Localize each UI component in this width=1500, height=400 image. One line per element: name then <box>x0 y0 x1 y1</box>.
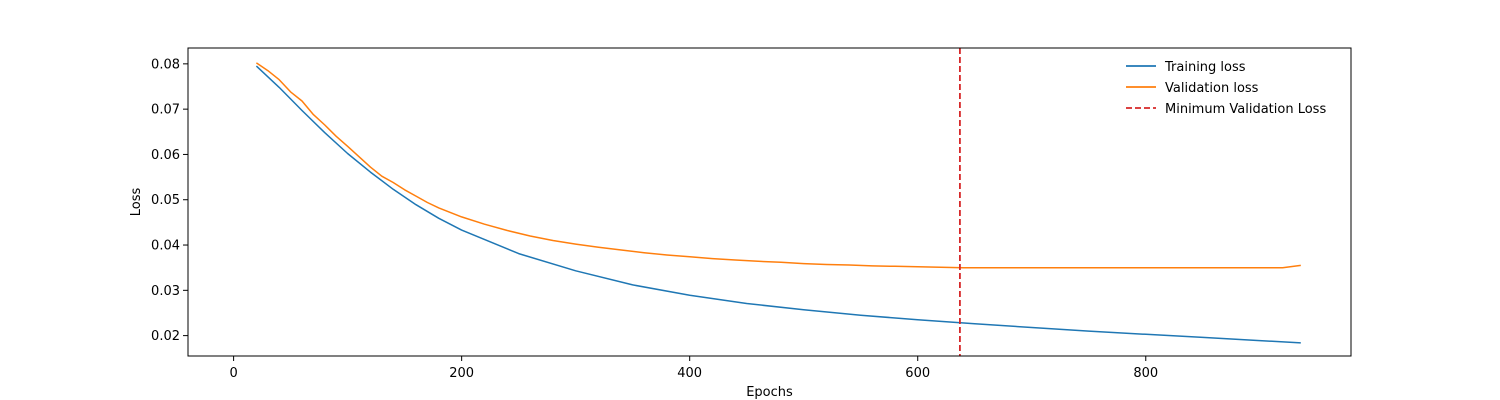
y-tick-label: 0.08 <box>151 57 180 72</box>
y-axis-ticks: 0.02 0.03 0.04 0.05 0.06 0.07 0.08 <box>151 57 188 344</box>
legend: Training loss Validation loss Minimum Vali… <box>1126 60 1326 117</box>
y-tick-label: 0.06 <box>151 148 180 163</box>
legend-label: Training loss <box>1164 60 1246 75</box>
x-tick-label: 0 <box>229 366 237 381</box>
y-tick-label: 0.04 <box>151 239 180 254</box>
y-tick-label: 0.07 <box>151 103 180 118</box>
x-axis-ticks: 0 200 400 600 800 <box>229 356 1158 381</box>
legend-label: Validation loss <box>1165 81 1259 96</box>
x-tick-label: 400 <box>677 366 702 381</box>
plot-frame <box>187 47 1352 357</box>
y-tick-label: 0.05 <box>151 193 180 208</box>
y-tick-label: 0.02 <box>151 329 180 344</box>
y-axis-title: Loss <box>129 188 144 217</box>
legend-label: Minimum Validation Loss <box>1165 102 1326 117</box>
series-line-training-loss <box>255 65 1301 344</box>
series-line-validation-loss <box>255 62 1301 269</box>
x-tick-label: 200 <box>449 366 474 381</box>
x-tick-label: 800 <box>1133 366 1158 381</box>
x-tick-label: 600 <box>905 366 930 381</box>
series-layer <box>255 62 1301 344</box>
y-tick-label: 0.03 <box>151 284 180 299</box>
x-axis-title: Epochs <box>746 385 793 400</box>
